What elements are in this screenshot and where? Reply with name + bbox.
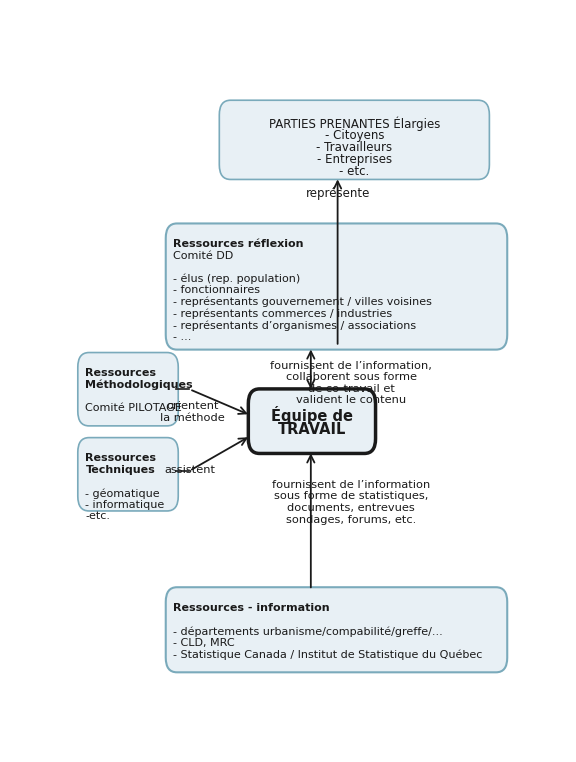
Text: - représentants gouvernement / villes voisines: - représentants gouvernement / villes vo… [173,297,432,307]
Text: Méthodologiques: Méthodologiques [85,379,193,390]
Text: Équipe de: Équipe de [271,406,353,424]
Text: - ...: - ... [173,331,192,341]
Text: Ressources: Ressources [85,453,157,463]
Text: représente: représente [305,187,370,200]
Text: PARTIES PRENANTES Élargies: PARTIES PRENANTES Élargies [268,117,440,131]
Text: - fonctionnaires: - fonctionnaires [173,286,260,296]
Text: Comité PILOTAGE: Comité PILOTAGE [85,403,182,413]
Text: - Travailleurs: - Travailleurs [316,141,392,154]
Text: - etc.: - etc. [339,165,369,178]
Text: orientent
la méthode: orientent la méthode [160,401,225,423]
Text: Ressources - information: Ressources - information [173,603,330,613]
Text: -etc.: -etc. [85,511,111,521]
Text: TRAVAIL: TRAVAIL [278,421,346,437]
FancyBboxPatch shape [166,223,507,350]
Text: - CLD, MRC: - CLD, MRC [173,638,235,648]
Text: - géomatique: - géomatique [85,488,160,498]
FancyBboxPatch shape [219,101,490,180]
Text: - Statistique Canada / Institut de Statistique du Québec: - Statistique Canada / Institut de Stati… [173,649,483,660]
Text: - informatique: - informatique [85,500,165,510]
Text: Techniques: Techniques [85,465,155,475]
Text: - départements urbanisme/compabilité/greffe/...: - départements urbanisme/compabilité/gre… [173,626,443,636]
FancyBboxPatch shape [248,389,376,453]
Text: - Citoyens: - Citoyens [325,129,384,142]
Text: - représentants commerces / industries: - représentants commerces / industries [173,309,392,319]
Text: - représentants d’organismes / associations: - représentants d’organismes / associati… [173,320,416,331]
FancyBboxPatch shape [78,437,178,511]
FancyBboxPatch shape [78,353,178,426]
Text: fournissent de l’information,
collaborent sous forme
de co-travail et
valident l: fournissent de l’information, collaboren… [270,360,432,405]
Text: - élus (rep. population): - élus (rep. population) [173,274,301,284]
FancyBboxPatch shape [166,588,507,672]
Text: assistent: assistent [165,465,216,475]
Text: Ressources: Ressources [85,368,157,378]
Text: fournissent de l’information
sous forme de statistiques,
documents, entrevues
so: fournissent de l’information sous forme … [272,480,430,524]
Text: - Entreprises: - Entreprises [317,153,392,166]
Text: Comité DD: Comité DD [173,251,234,261]
Text: Ressources réflexion: Ressources réflexion [173,239,304,249]
